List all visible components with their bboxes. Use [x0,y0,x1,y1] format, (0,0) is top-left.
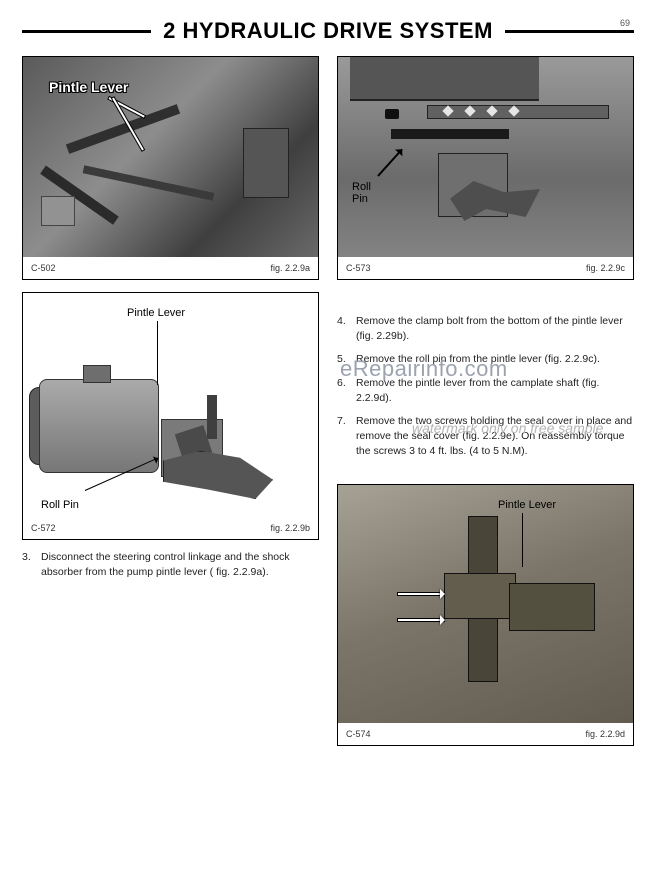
page-header: 2 HYDRAULIC DRIVE SYSTEM [22,18,634,44]
page-number: 69 [620,18,630,28]
step-number: 4. [337,314,349,343]
figure-id: fig. 2.2.9a [270,263,310,273]
rule-right [505,30,634,33]
figure-2-2-9d: Pintle Lever C-574 fig. 2.2.9d [337,484,634,746]
step-number: 3. [22,550,34,579]
step-5: 5. Remove the roll pin from the pintle l… [337,352,634,367]
label-pintle-lever: Pintle Lever [49,79,128,95]
figure-2-2-9c: Roll Pin C-573 fig. 2.2.9c [337,56,634,280]
step-text: Remove the roll pin from the pintle leve… [356,352,600,367]
figure-caption: C-502 fig. 2.2.9a [31,263,310,273]
figure-2-2-9a: Pintle Lever C-502 fig. 2.2.9a [22,56,319,280]
direction-arrows [444,107,518,115]
label-roll-pin: Roll Pin [352,181,371,205]
figure-caption: C-573 fig. 2.2.9c [346,263,625,273]
motion-arrow [398,619,444,621]
label-roll-pin: Roll Pin [41,499,79,511]
roll-pin [385,109,399,119]
camplate-shaft [207,395,217,439]
motion-arrow [398,593,444,595]
right-column: Roll Pin C-573 fig. 2.2.9c 4. Remove the… [337,56,634,746]
figure-id: fig. 2.2.9c [586,263,625,273]
pump-port [83,365,111,383]
figure-2-2-9b: Pintle Lever Roll Pin C-572 fig. 2.2.9b [22,292,319,540]
hose-fitting [41,196,75,226]
step-number: 6. [337,376,349,405]
figure-code: C-573 [346,263,371,273]
section-title: 2 HYDRAULIC DRIVE SYSTEM [151,18,505,44]
step-text: Remove the pintle lever from the camplat… [356,376,634,405]
step-3: 3. Disconnect the steering control linka… [22,550,319,579]
leader-line [522,513,523,567]
joint-gap [391,129,509,139]
figure-id: fig. 2.2.9b [270,523,310,533]
step-number: 7. [337,414,349,458]
pump-body [39,379,159,473]
leader-line [157,321,158,385]
step-4: 4. Remove the clamp bolt from the bottom… [337,314,634,343]
content-columns: Pintle Lever C-502 fig. 2.2.9a Pintle Le… [22,56,634,746]
figure-code: C-572 [31,523,56,533]
housing-plate [350,57,539,101]
figure-id: fig. 2.2.9d [585,729,625,739]
figure-code: C-502 [31,263,56,273]
step-number: 5. [337,352,349,367]
step-7: 7. Remove the two screws holding the sea… [337,414,634,458]
step-text: Remove the clamp bolt from the bottom of… [356,314,634,343]
label-pintle-lever: Pintle Lever [127,307,185,319]
bracket-plate [243,128,289,198]
label-pintle-lever: Pintle Lever [498,499,556,511]
instruction-block: 4. Remove the clamp bolt from the bottom… [337,314,634,468]
lever-wing [509,583,595,631]
left-column: Pintle Lever C-502 fig. 2.2.9a Pintle Le… [22,56,319,746]
lever-hub [444,573,516,619]
figure-code: C-574 [346,729,371,739]
step-text: Remove the two screws holding the seal c… [356,414,634,458]
figure-caption: C-574 fig. 2.2.9d [346,729,625,739]
figure-caption: C-572 fig. 2.2.9b [31,523,310,533]
step-6: 6. Remove the pintle lever from the camp… [337,376,634,405]
rule-left [22,30,151,33]
step-text: Disconnect the steering control linkage … [41,550,319,579]
